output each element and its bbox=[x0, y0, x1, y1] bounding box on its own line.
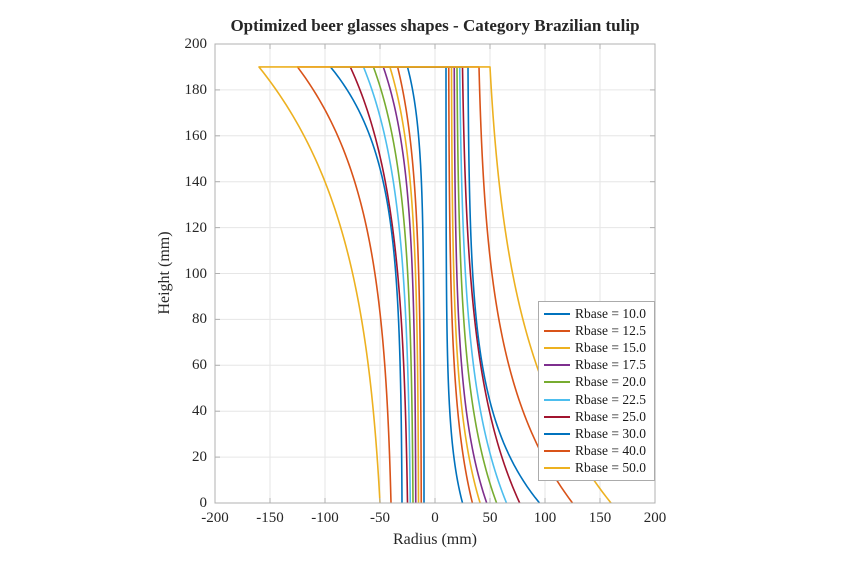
y-tick-label: 40 bbox=[192, 403, 207, 420]
legend-line-sample bbox=[544, 381, 570, 384]
legend-line-sample bbox=[544, 329, 570, 332]
y-tick-label: 20 bbox=[192, 449, 207, 466]
legend-item: Rbase = 15.0 bbox=[544, 339, 646, 356]
x-tick-label: -200 bbox=[201, 510, 229, 526]
legend-item: Rbase = 25.0 bbox=[544, 408, 646, 425]
curve-50.0 bbox=[258, 66, 612, 504]
x-tick-label: 50 bbox=[482, 510, 498, 526]
legend-item: Rbase = 30.0 bbox=[544, 425, 646, 442]
legend-line-sample bbox=[544, 364, 570, 367]
legend-label: Rbase = 12.5 bbox=[575, 322, 646, 338]
legend-label: Rbase = 15.0 bbox=[575, 339, 646, 355]
x-tick-label: -100 bbox=[311, 510, 339, 526]
chart-title: Optimized beer glasses shapes - Category… bbox=[230, 16, 640, 35]
legend-item: Rbase = 22.5 bbox=[544, 391, 646, 408]
y-tick-label: 180 bbox=[184, 81, 208, 98]
legend-line-sample bbox=[544, 432, 570, 435]
y-tick-label: 0 bbox=[199, 495, 208, 511]
y-tick-label: 140 bbox=[184, 173, 208, 190]
legend-label: Rbase = 20.0 bbox=[575, 374, 646, 390]
y-tick-label: 160 bbox=[184, 127, 208, 144]
legend-label: Rbase = 40.0 bbox=[575, 443, 646, 459]
legend-line-sample bbox=[544, 312, 570, 315]
y-tick-label: 80 bbox=[192, 311, 207, 328]
legend-item: Rbase = 12.5 bbox=[544, 322, 646, 339]
y-tick-label: 200 bbox=[184, 36, 208, 52]
legend-line-sample bbox=[544, 415, 570, 418]
y-tick-label: 60 bbox=[192, 357, 207, 374]
legend-item: Rbase = 40.0 bbox=[544, 443, 646, 460]
legend-line-sample bbox=[544, 467, 570, 470]
legend-line-sample bbox=[544, 450, 570, 453]
x-tick-label: 100 bbox=[533, 510, 557, 526]
x-tick-label: -150 bbox=[256, 510, 284, 526]
legend: Rbase = 10.0 Rbase = 12.5 Rbase = 15.0 Rbas… bbox=[538, 301, 655, 481]
legend-label: Rbase = 25.0 bbox=[575, 408, 646, 424]
y-tick-label: 120 bbox=[184, 219, 208, 236]
legend-line-sample bbox=[544, 398, 570, 401]
x-axis-label: Radius (mm) bbox=[393, 531, 477, 548]
legend-line-sample bbox=[544, 346, 570, 349]
legend-label: Rbase = 50.0 bbox=[575, 460, 646, 476]
y-tick-label: 100 bbox=[184, 265, 208, 282]
legend-label: Rbase = 30.0 bbox=[575, 425, 646, 441]
legend-item: Rbase = 50.0 bbox=[544, 460, 646, 477]
x-tick-label: 0 bbox=[431, 510, 439, 526]
x-tick-label: -50 bbox=[370, 510, 390, 526]
legend-item: Rbase = 17.5 bbox=[544, 357, 646, 374]
legend-label: Rbase = 10.0 bbox=[575, 305, 646, 321]
legend-item: Rbase = 10.0 bbox=[544, 305, 646, 322]
x-tick-label: 200 bbox=[643, 510, 667, 526]
legend-item: Rbase = 20.0 bbox=[544, 374, 646, 391]
x-tick-label: 150 bbox=[588, 510, 612, 526]
legend-label: Rbase = 22.5 bbox=[575, 391, 646, 407]
legend-label: Rbase = 17.5 bbox=[575, 357, 646, 373]
